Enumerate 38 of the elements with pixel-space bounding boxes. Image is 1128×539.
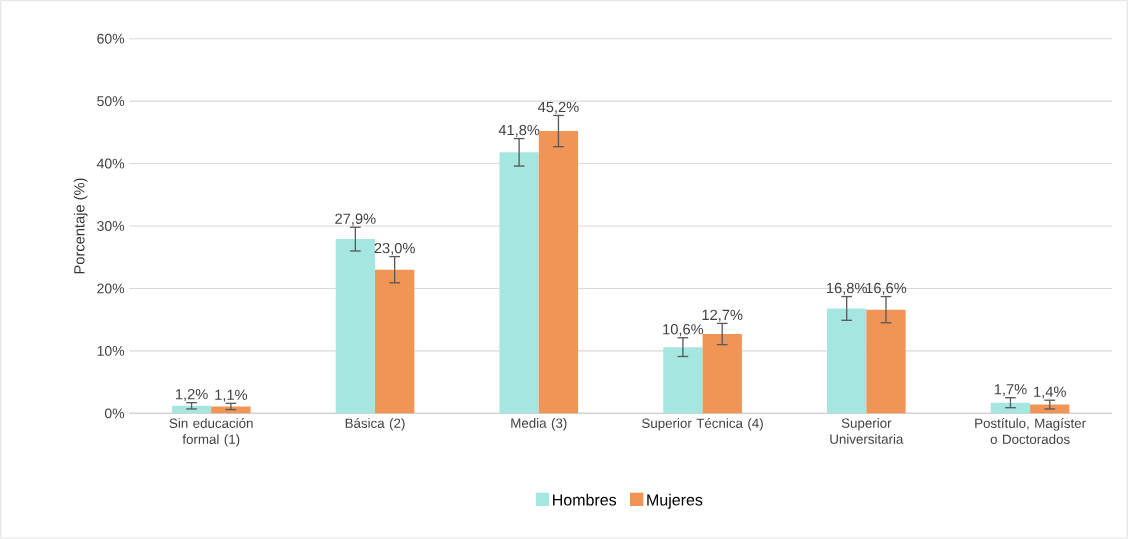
y-tick-label: 20% bbox=[97, 283, 125, 294]
data-label: 1,7% bbox=[994, 384, 1027, 397]
bar bbox=[827, 308, 867, 414]
data-label: 1,4% bbox=[1034, 386, 1066, 399]
x-tick-label: Media (3) bbox=[511, 418, 567, 431]
data-label: 27,9% bbox=[335, 213, 376, 226]
y-tick-label: 40% bbox=[96, 158, 125, 169]
data-label: 16,6% bbox=[866, 283, 907, 296]
data-label: 16,8% bbox=[827, 283, 867, 296]
x-tick-label: Superior Universitaria bbox=[830, 418, 904, 444]
bar bbox=[990, 402, 1031, 414]
data-label: 1,2% bbox=[175, 389, 208, 402]
data-label: 23,0% bbox=[374, 243, 415, 256]
legend-label: Mujeres bbox=[647, 494, 703, 509]
bar bbox=[499, 152, 539, 414]
bar bbox=[663, 347, 703, 414]
data-label: 12,7% bbox=[702, 309, 743, 322]
x-tick-label: Postítulo, Magíster o Doctorados bbox=[975, 418, 1086, 445]
bar bbox=[335, 239, 376, 414]
y-tick-label: 0% bbox=[104, 408, 125, 419]
y-tick-label: 10% bbox=[97, 346, 125, 357]
data-label: 10,6% bbox=[663, 324, 704, 337]
data-label: 45,2% bbox=[537, 101, 579, 115]
bar bbox=[375, 269, 415, 414]
bar bbox=[702, 334, 742, 414]
x-tick-label: Sin educación formal (1) bbox=[169, 418, 253, 447]
y-tick-label: 30% bbox=[97, 221, 125, 232]
x-tick-label: Básica (2) bbox=[345, 418, 405, 431]
y-tick-label: 50% bbox=[97, 96, 125, 107]
data-label: 1,1% bbox=[215, 389, 248, 402]
y-tick-label: 60% bbox=[97, 33, 125, 44]
bar bbox=[538, 131, 579, 414]
y-axis-title: Porcentaje (%) bbox=[73, 178, 88, 274]
data-label: 41,8% bbox=[498, 125, 540, 138]
x-tick-label: Superior Técnica (4) bbox=[642, 418, 763, 431]
bar bbox=[866, 309, 906, 414]
legend-label: Hombres bbox=[553, 494, 617, 506]
bar bbox=[211, 406, 251, 414]
